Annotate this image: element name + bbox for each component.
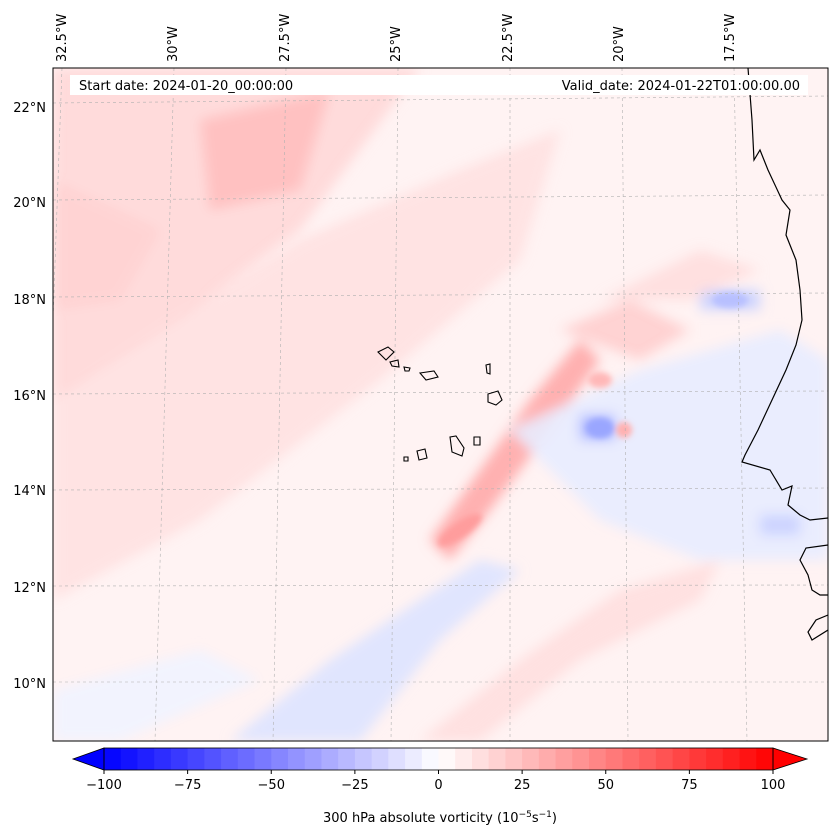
colorbar-block xyxy=(170,748,189,770)
colorbar-tick-label: 0 xyxy=(434,778,442,793)
cape-verde-islands xyxy=(377,346,503,462)
colorbar-block xyxy=(655,748,674,770)
colorbar-min-extend-arrow xyxy=(71,747,105,771)
colorbar-block xyxy=(237,748,256,770)
colorbar-tick-label: 75 xyxy=(681,778,698,793)
lon-label: 20°W xyxy=(612,26,627,62)
colorbar-block xyxy=(706,748,724,770)
colorbar-block xyxy=(304,748,322,770)
lon-label: 32.5°W xyxy=(55,14,70,62)
colorbar-block xyxy=(572,748,590,770)
lat-label: 12°N xyxy=(13,581,46,596)
colorbar-max-extend-arrow xyxy=(772,747,809,771)
map-frame xyxy=(52,67,829,742)
colorbar-tick-label: −25 xyxy=(341,778,368,793)
colorbar-tick-label: −75 xyxy=(174,778,201,793)
colorbar-block xyxy=(271,748,289,770)
graticule xyxy=(53,68,828,741)
colorbar-ticks: −100 −75 −50 −25 0 25 50 75 100 xyxy=(86,770,785,793)
colorbar-block xyxy=(555,748,573,770)
colorbar-block xyxy=(505,748,523,770)
longitude-labels: 32.5°W 30°W 27.5°W 25°W 22.5°W 20°W 17.5… xyxy=(55,14,738,62)
colorbar-block xyxy=(722,748,741,770)
colorbar-block xyxy=(438,748,456,770)
colorbar-block xyxy=(371,748,389,770)
colorbar-block xyxy=(672,748,690,770)
colorbar-block xyxy=(338,748,356,770)
africa-coastline xyxy=(741,68,828,641)
valid-date: Valid_date: 2024-01-22T01:00:00.00 xyxy=(562,79,800,94)
colorbar-block xyxy=(254,748,272,770)
colorbar-tick-label: 50 xyxy=(597,778,614,793)
colorbar-tick-label: −50 xyxy=(258,778,285,793)
colorbar-block xyxy=(287,748,306,770)
colorbar-block xyxy=(756,748,774,770)
latitude-labels: 22°N 20°N 18°N 16°N 14°N 12°N 10°N xyxy=(13,101,46,692)
colorbar-block xyxy=(421,748,439,770)
colorbar-block xyxy=(187,748,205,770)
colorbar-block xyxy=(589,748,607,770)
colorbar-block xyxy=(689,748,707,770)
colorbar-block xyxy=(522,748,540,770)
colorbar-block xyxy=(204,748,222,770)
colorbar-block xyxy=(471,748,490,770)
lon-label: 27.5°W xyxy=(278,14,293,62)
colorbar-blocks xyxy=(104,748,774,770)
colorbar-block xyxy=(455,748,473,770)
lon-label: 17.5°W xyxy=(723,14,738,62)
colorbar-tick-label: 25 xyxy=(514,778,531,793)
lon-label: 22.5°W xyxy=(501,14,516,62)
colorbar-block xyxy=(405,748,423,770)
colorbar-block xyxy=(221,748,239,770)
lat-label: 14°N xyxy=(13,484,46,499)
colorbar-block xyxy=(354,748,373,770)
colorbar-block xyxy=(538,748,557,770)
colorbar-label: 300 hPa absolute vorticity (10−5s−1) xyxy=(323,810,557,826)
colorbar-tick-label: 100 xyxy=(761,778,786,793)
lon-label: 30°W xyxy=(166,26,181,62)
colorbar-block xyxy=(622,748,640,770)
colorbar-block xyxy=(739,748,757,770)
colorbar-block xyxy=(605,748,623,770)
lat-label: 22°N xyxy=(13,101,46,116)
colorbar-block xyxy=(154,748,172,770)
colorbar: −100 −75 −50 −25 0 25 50 75 100 300 hPa absolute… xyxy=(71,747,809,826)
colorbar-block xyxy=(120,748,138,770)
colorbar-block xyxy=(321,748,339,770)
colorbar-block xyxy=(388,748,406,770)
colorbar-block xyxy=(488,748,506,770)
colorbar-block xyxy=(104,748,122,770)
colorbar-tick-label: −100 xyxy=(86,778,122,793)
colorbar-block xyxy=(639,748,657,770)
vorticity-field xyxy=(53,68,828,741)
lat-label: 18°N xyxy=(13,293,46,308)
lon-label: 25°W xyxy=(389,26,404,62)
lat-label: 10°N xyxy=(13,677,46,692)
colorbar-block xyxy=(137,748,155,770)
lat-label: 16°N xyxy=(13,389,46,404)
start-date: Start date: 2024-01-20_00:00:00 xyxy=(79,79,293,94)
lat-label: 20°N xyxy=(13,196,46,211)
